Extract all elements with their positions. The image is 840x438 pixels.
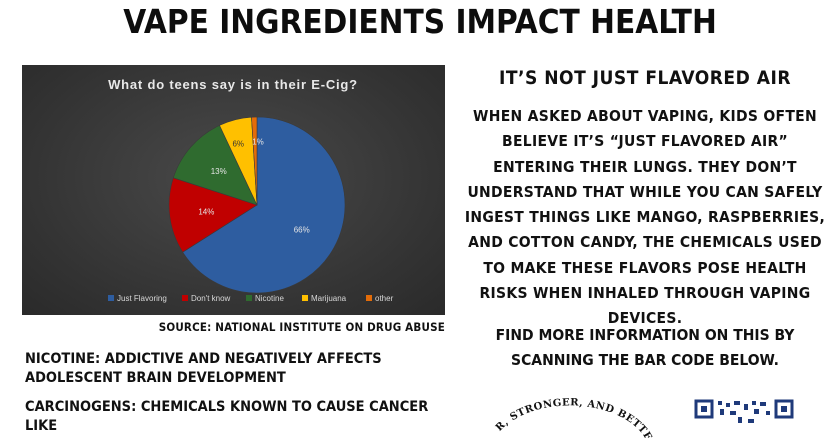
logo-emblem: R, STRONGER, AND BETTER TOGE: [480, 378, 654, 438]
legend-swatch-1: [182, 295, 188, 301]
pie-label-1: 14%: [198, 207, 214, 216]
legend-label-1: Don't know: [191, 294, 231, 303]
logo-text: R, STRONGER, AND BETTER TOGE: [480, 378, 654, 438]
legend-swatch-2: [246, 295, 252, 301]
chart-title: What do teens say is in their E-Cig?: [108, 77, 358, 92]
carcinogens-text: CARCINOGENS: CHEMICALS KNOWN TO CAUSE CA…: [25, 399, 429, 434]
pie-label-4: 1%: [252, 138, 264, 147]
legend-swatch-3: [302, 295, 308, 301]
pie-slice-just-flavoring: [182, 116, 346, 294]
more-info-text: FIND MORE INFORMATION ON THIS BY SCANNIN…: [495, 326, 795, 370]
legend-label-2: Nicotine: [255, 294, 284, 303]
legend-label-3: Marijuana: [311, 294, 347, 303]
legend-swatch-4: [366, 295, 372, 301]
pie-chart: What do teens say is in their E-Cig? 66%…: [108, 77, 394, 303]
pie-slice-other: [251, 116, 258, 206]
pie-label-2: 13%: [211, 167, 227, 176]
legend-swatch-0: [108, 295, 114, 301]
right-body-text: WHEN ASKED ABOUT VAPING, KIDS OFTEN BELI…: [464, 107, 826, 328]
pie-label-3: 6%: [232, 140, 244, 149]
qr-code[interactable]: [694, 399, 794, 429]
page-title: VAPE INGREDIENTS IMPACT HEALTH: [123, 2, 717, 41]
legend-label-0: Just Flavoring: [117, 294, 167, 303]
chart-source: SOURCE: NATIONAL INSTITUTE ON DRUG ABUSE: [158, 320, 445, 334]
pie-slice-nicotine: [172, 124, 258, 206]
legend-label-4: other: [375, 294, 394, 303]
right-heading: IT’S NOT JUST FLAVORED AIR: [498, 67, 792, 89]
nicotine-text: NICOTINE: ADDICTIVE AND NEGATIVELY AFFEC…: [25, 351, 382, 386]
pie-slice-don-t-know: [168, 177, 258, 253]
pie-chart-panel: What do teens say is in their E-Cig? 66%…: [22, 65, 445, 315]
pie-label-0: 66%: [294, 226, 310, 235]
